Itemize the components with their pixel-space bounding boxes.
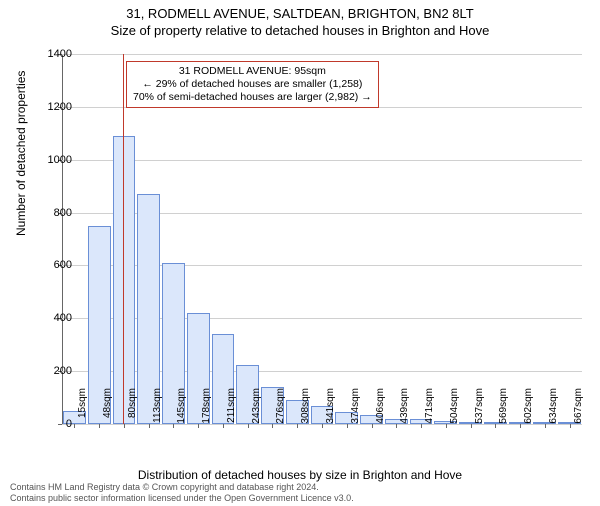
x-tick-label: 569sqm [498,388,509,428]
gridline [62,54,582,55]
x-tick-mark [372,424,373,428]
title-sub: Size of property relative to detached ho… [0,23,600,38]
y-tick-label: 400 [54,312,72,324]
x-tick-mark [421,424,422,428]
x-tick-mark [520,424,521,428]
x-tick-mark [396,424,397,428]
gridline [62,160,582,161]
x-tick-label: 439sqm [399,388,410,428]
x-tick-mark [173,424,174,428]
x-tick-label: 504sqm [449,388,460,428]
histogram-bar [113,136,136,424]
y-tick-mark [58,424,62,425]
annotation-line: 31 RODMELL AVENUE: 95sqm [133,65,372,78]
x-tick-label: 634sqm [548,388,559,428]
y-tick-label: 1200 [48,101,72,113]
x-tick-mark [322,424,323,428]
x-axis-label: Distribution of detached houses by size … [0,468,600,482]
annotation-box: 31 RODMELL AVENUE: 95sqm← 29% of detache… [126,61,379,108]
x-tick-label: 406sqm [375,388,386,428]
y-tick-label: 800 [54,207,72,219]
x-tick-label: 243sqm [251,388,262,428]
y-axis-label: Number of detached properties [14,71,28,236]
x-tick-label: 308sqm [300,388,311,428]
x-tick-label: 341sqm [325,388,336,428]
histogram-chart: 15sqm48sqm80sqm113sqm145sqm178sqm211sqm2… [62,54,582,424]
x-tick-label: 537sqm [474,388,485,428]
y-tick-label: 1400 [48,48,72,60]
annotation-line: 70% of semi-detached houses are larger (… [133,91,372,104]
x-tick-mark [446,424,447,428]
x-tick-label: 113sqm [152,388,163,428]
title-main: 31, RODMELL AVENUE, SALTDEAN, BRIGHTON, … [0,6,600,21]
x-tick-label: 374sqm [350,388,361,428]
x-tick-mark [149,424,150,428]
x-tick-label: 602sqm [523,388,534,428]
y-tick-label: 200 [54,365,72,377]
x-tick-mark [347,424,348,428]
x-tick-label: 667sqm [573,388,584,428]
x-tick-mark [74,424,75,428]
x-tick-label: 48sqm [102,388,113,428]
x-tick-label: 178sqm [201,388,212,428]
x-tick-mark [495,424,496,428]
plot-area: 15sqm48sqm80sqm113sqm145sqm178sqm211sqm2… [62,54,582,424]
x-tick-label: 145sqm [176,388,187,428]
x-tick-label: 211sqm [226,388,237,428]
x-tick-mark [471,424,472,428]
x-tick-label: 80sqm [127,388,138,428]
x-tick-mark [99,424,100,428]
x-tick-mark [570,424,571,428]
x-tick-label: 471sqm [424,388,435,428]
x-tick-mark [124,424,125,428]
footer-line2: Contains public sector information licen… [10,493,354,504]
x-tick-mark [545,424,546,428]
annotation-line: ← 29% of detached houses are smaller (1,… [133,78,372,91]
footer-attribution: Contains HM Land Registry data © Crown c… [10,482,354,504]
property-marker-line [123,54,124,424]
y-tick-label: 600 [54,259,72,271]
x-tick-mark [297,424,298,428]
x-tick-mark [248,424,249,428]
x-tick-mark [223,424,224,428]
x-tick-mark [198,424,199,428]
footer-line1: Contains HM Land Registry data © Crown c… [10,482,354,493]
y-tick-label: 1000 [48,154,72,166]
x-tick-label: 276sqm [275,388,286,428]
x-tick-mark [272,424,273,428]
y-tick-label: 0 [66,418,72,430]
x-tick-label: 15sqm [77,388,88,428]
